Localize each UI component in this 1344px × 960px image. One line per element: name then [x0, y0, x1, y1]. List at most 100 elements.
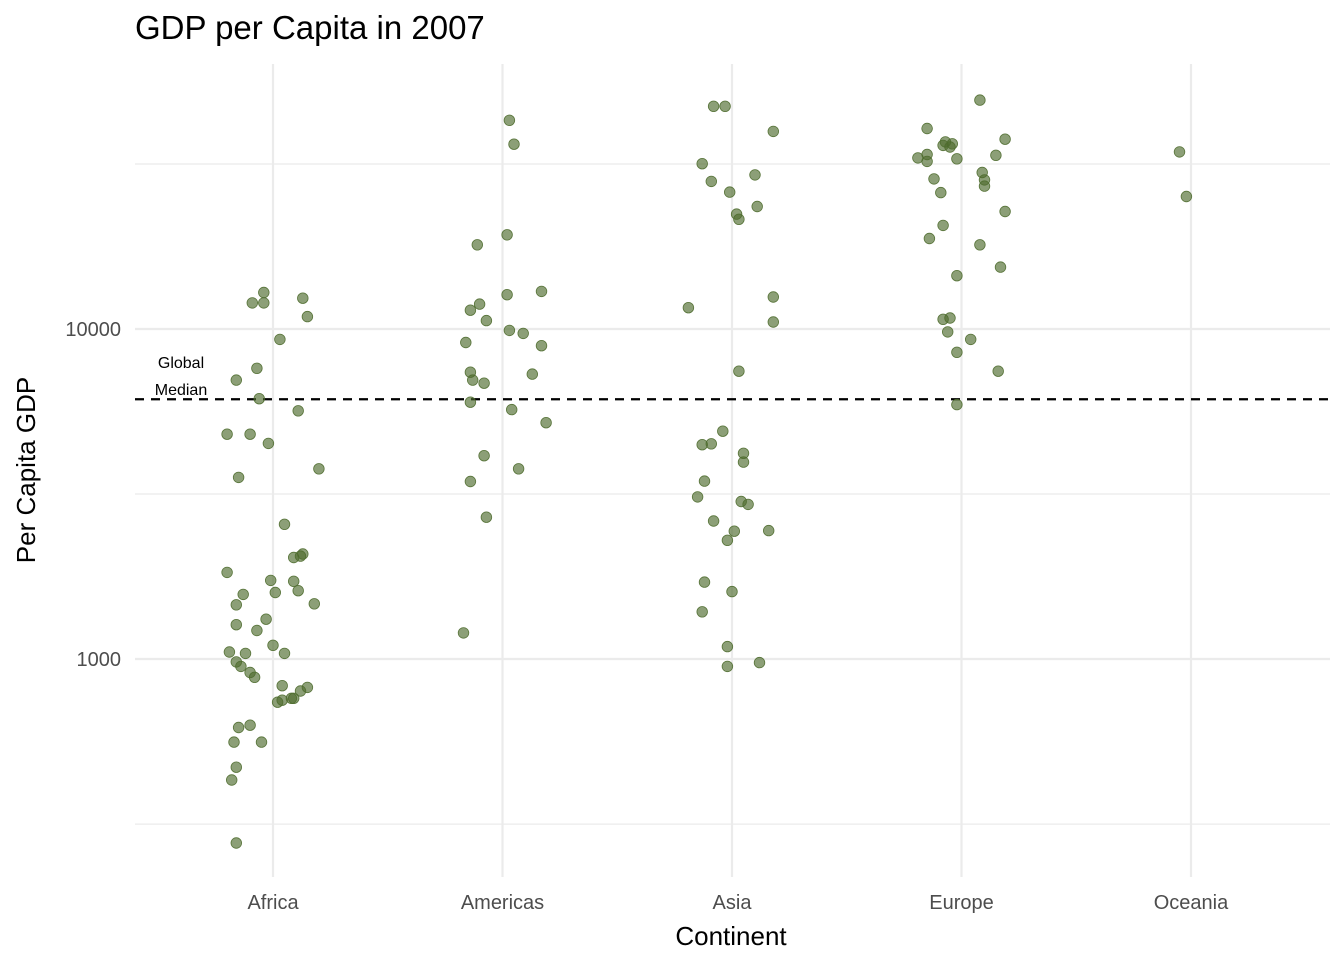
data-point [301, 681, 314, 694]
data-point [232, 721, 245, 734]
data-point [719, 100, 731, 113]
y-tick-label: 1000 [77, 649, 122, 671]
data-point [478, 450, 490, 462]
data-point [994, 261, 1007, 273]
data-point [946, 138, 959, 150]
x-tick-label: Americas [461, 892, 544, 914]
data-point [763, 524, 775, 537]
data-point [265, 574, 277, 587]
data-point [230, 374, 243, 386]
data-point [223, 646, 236, 658]
data-point [990, 149, 1002, 162]
data-point [221, 428, 233, 440]
data-point [501, 229, 513, 241]
data-point [237, 588, 249, 601]
points-layer [221, 94, 1193, 849]
data-point [1173, 146, 1186, 158]
data-point [742, 498, 754, 511]
data-point [540, 417, 552, 429]
data-point [255, 736, 268, 748]
data-point [767, 125, 780, 138]
data-point [705, 175, 718, 188]
data-point [471, 239, 484, 251]
y-tick-label: 10000 [65, 319, 121, 341]
data-point [244, 428, 256, 440]
data-point [308, 598, 321, 610]
data-point [503, 324, 516, 337]
data-point [965, 333, 977, 346]
data-point [228, 736, 240, 748]
data-point [239, 647, 252, 660]
data-point [467, 374, 479, 386]
data-point [951, 398, 963, 411]
data-point [999, 133, 1011, 145]
data-point [258, 286, 270, 299]
median-annotation: Median [155, 382, 207, 399]
data-point [705, 438, 718, 450]
data-point [512, 463, 525, 475]
data-point [937, 219, 949, 232]
data-point [292, 405, 304, 417]
data-point [526, 368, 539, 380]
data-point [244, 666, 256, 679]
data-point [460, 336, 472, 349]
data-point [1180, 190, 1193, 203]
data-point [517, 327, 529, 340]
data-point [269, 586, 282, 599]
data-point [728, 525, 741, 537]
data-point [313, 463, 325, 475]
data-point [260, 613, 272, 625]
data-point [251, 362, 263, 375]
data-point [698, 576, 711, 588]
grid-layer [135, 64, 1330, 877]
chart-title: GDP per Capita in 2007 [135, 9, 485, 46]
data-point [278, 647, 291, 660]
data-point [928, 173, 940, 185]
data-point [951, 346, 963, 359]
data-point [721, 534, 734, 547]
x-tick-label: Africa [247, 892, 299, 914]
data-point [288, 692, 300, 705]
data-point [230, 656, 243, 668]
data-point [221, 566, 233, 579]
data-point [278, 518, 291, 531]
data-point [726, 585, 738, 598]
data-point [942, 326, 954, 338]
data-point [230, 599, 243, 611]
data-point [535, 340, 548, 352]
y-axis-title: Per Capita GDP [11, 377, 41, 563]
data-point [473, 298, 486, 310]
x-axis-title: Continent [675, 921, 787, 951]
data-point [464, 475, 477, 488]
data-point [253, 393, 265, 405]
data-point [276, 694, 288, 706]
data-point [753, 656, 766, 669]
data-point [707, 515, 720, 527]
data-point [682, 302, 695, 314]
data-point [749, 169, 761, 181]
data-point [225, 774, 238, 786]
x-tick-label: Europe [929, 892, 994, 914]
data-point [301, 310, 314, 323]
data-point [944, 312, 956, 324]
data-point [480, 511, 493, 523]
data-point [508, 138, 520, 150]
tick-label-layer: 1000 10000 Africa Americas Asia Europe Oceania [65, 319, 1229, 914]
x-tick-label: Asia [713, 892, 753, 914]
data-point [721, 640, 734, 653]
data-point [274, 333, 286, 346]
data-point [935, 186, 947, 199]
data-point [976, 166, 988, 179]
data-point [232, 471, 245, 484]
data-point [297, 548, 309, 560]
data-point [503, 114, 516, 127]
data-point [457, 627, 470, 639]
data-point [251, 624, 263, 637]
data-point [478, 377, 490, 389]
data-point [921, 122, 933, 135]
data-point [464, 304, 477, 316]
data-point [258, 297, 270, 309]
data-point [992, 365, 1004, 377]
data-point [733, 213, 745, 226]
